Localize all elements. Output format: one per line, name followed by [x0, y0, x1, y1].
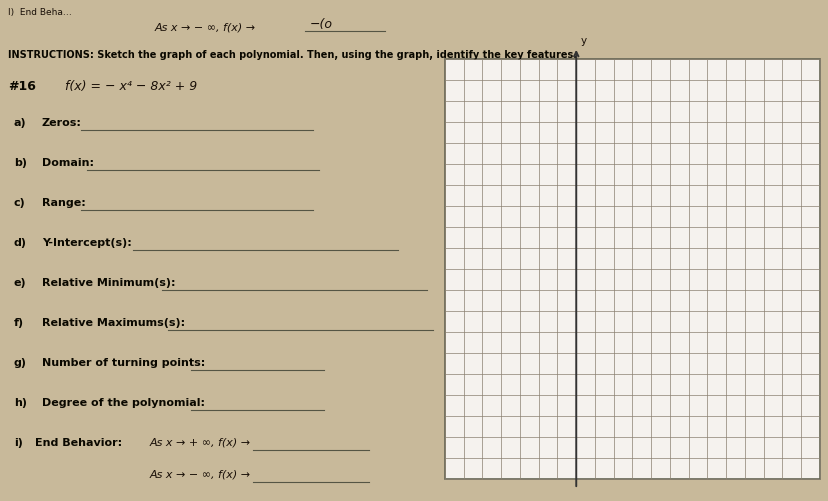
Text: Degree of the polynomial:: Degree of the polynomial:: [42, 397, 205, 407]
Text: Domain:: Domain:: [42, 158, 94, 168]
Text: f(x) = − x⁴ − 8x² + 9: f(x) = − x⁴ − 8x² + 9: [65, 80, 197, 93]
Text: End Behavior:: End Behavior:: [35, 437, 122, 447]
Text: Range:: Range:: [42, 197, 85, 207]
Text: INSTRUCTIONS: Sketch the graph of each polynomial. Then, using the graph, identi: INSTRUCTIONS: Sketch the graph of each p…: [8, 50, 576, 60]
Text: As x → − ∞, f(x) →: As x → − ∞, f(x) →: [150, 469, 251, 479]
Text: i): i): [14, 437, 23, 447]
Text: b): b): [14, 158, 27, 168]
Text: g): g): [14, 357, 27, 367]
Text: Relative Maximums(s):: Relative Maximums(s):: [42, 317, 185, 327]
Bar: [445, 60, 819, 479]
Text: Number of turning points:: Number of turning points:: [42, 357, 205, 367]
Text: As x → − ∞, f(x) →: As x → − ∞, f(x) →: [155, 22, 256, 32]
Text: I)  End Beha…: I) End Beha…: [8, 8, 72, 17]
Text: a): a): [14, 118, 26, 128]
Text: Relative Minimum(s):: Relative Minimum(s):: [42, 278, 176, 288]
Text: As x → + ∞, f(x) →: As x → + ∞, f(x) →: [150, 437, 251, 447]
Text: d): d): [14, 237, 27, 247]
Text: #16: #16: [8, 80, 36, 93]
Text: Y-Intercept(s):: Y-Intercept(s):: [42, 237, 132, 247]
Text: h): h): [14, 397, 27, 407]
Text: Zeros:: Zeros:: [42, 118, 82, 128]
Text: e): e): [14, 278, 26, 288]
Text: c): c): [14, 197, 26, 207]
Text: −(ο: −(ο: [310, 18, 333, 31]
Text: f): f): [14, 317, 24, 327]
Text: y: y: [580, 36, 585, 46]
